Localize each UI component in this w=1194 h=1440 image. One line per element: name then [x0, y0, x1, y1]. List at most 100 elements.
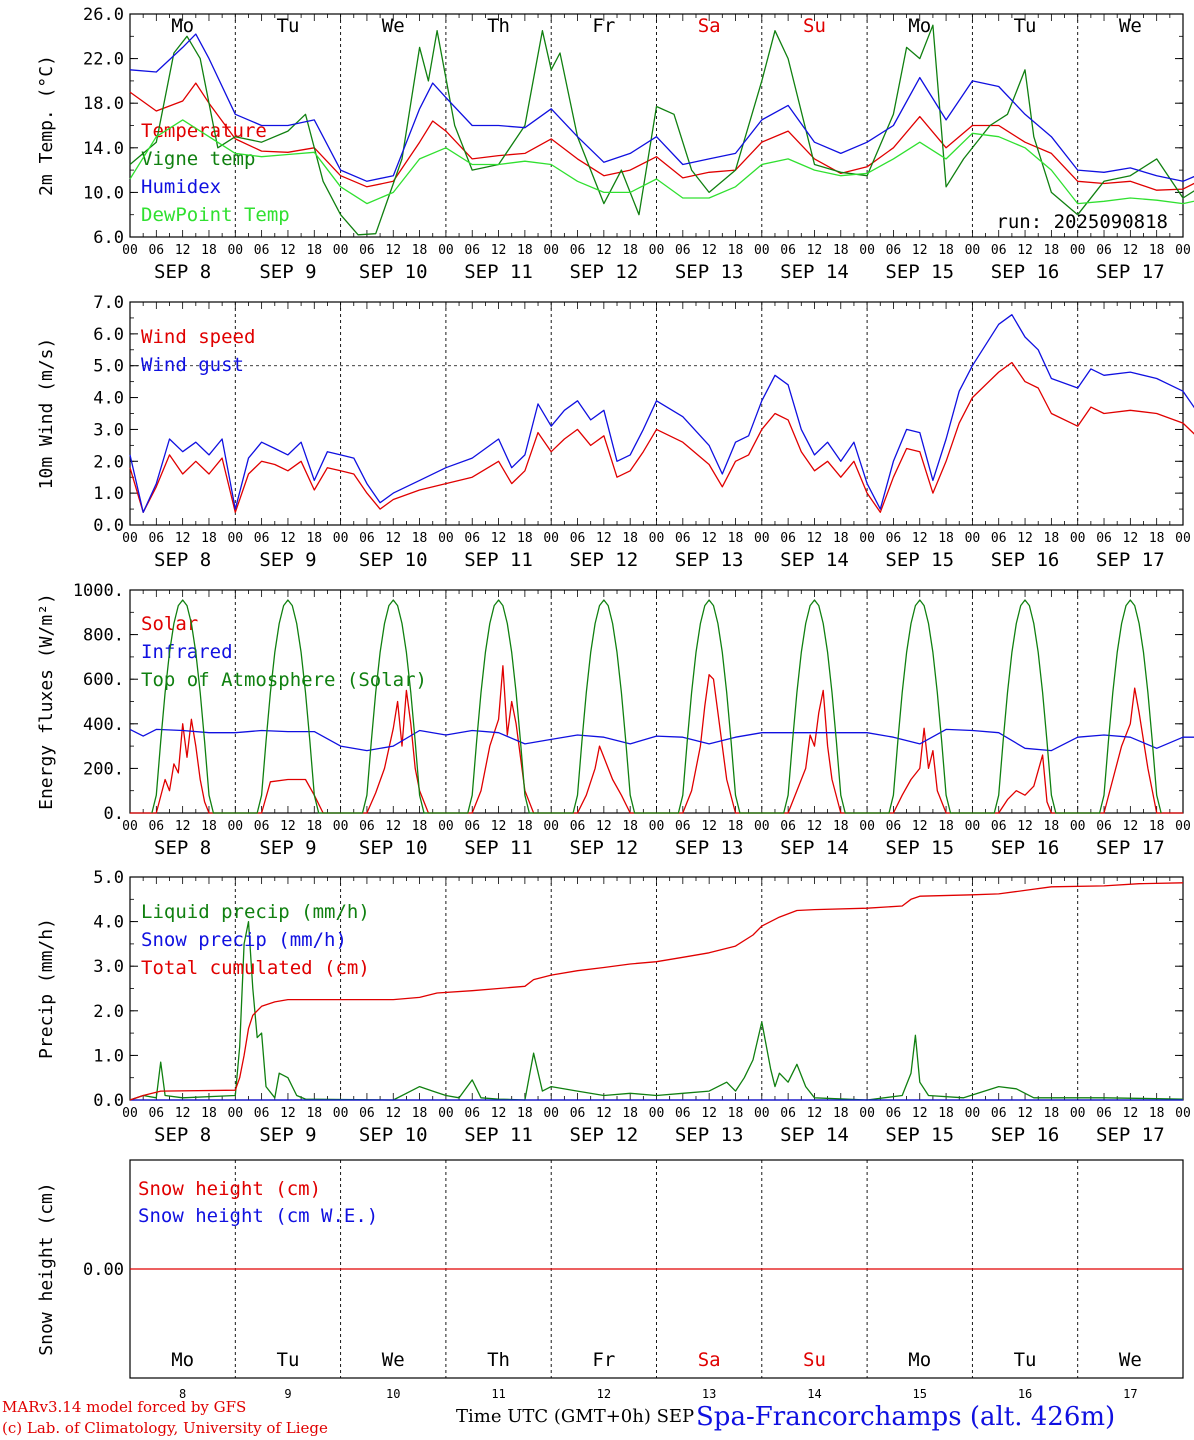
hour-tick-label: 18 — [1044, 1106, 1060, 1121]
hour-tick-label: 12 — [701, 531, 717, 546]
y-tick-label: 800. — [83, 626, 124, 646]
hour-tick-label: 00 — [965, 531, 981, 546]
y-tick-label: 1.0 — [93, 484, 124, 504]
hour-tick-label: 12 — [491, 531, 507, 546]
hour-tick-label: 06 — [1096, 531, 1112, 546]
weekday-label: Fr — [592, 15, 615, 37]
hour-tick-label: 12 — [280, 1106, 296, 1121]
hour-tick-label: 06 — [359, 1106, 375, 1121]
panel-1: 00 06 12 18 00 06 12 18 00 06 12 18 00 06 12 18 00 06 12 18… — [36, 5, 1194, 283]
hour-tick-label: 12 — [912, 1106, 928, 1121]
hour-tick-label: 12 — [1123, 1106, 1139, 1121]
legend-entry: Snow precip (mm/h) — [141, 929, 347, 951]
date-label: SEP 15 — [885, 1124, 954, 1146]
hour-tick-label: 00 — [754, 531, 770, 546]
hour-tick-label: 18 — [201, 1106, 217, 1121]
hour-tick-label: 18 — [938, 1106, 954, 1121]
legend-entry: DewPoint Temp — [141, 204, 290, 226]
weekday-label: We — [382, 1349, 405, 1371]
series-line-temperature — [129, 82, 1194, 191]
hour-tick-label: 06 — [780, 1106, 796, 1121]
y-axis-label: Precip (mm/h) — [36, 918, 57, 1059]
hour-tick-label: 06 — [464, 1106, 480, 1121]
y-tick-label: 0.0 — [93, 1091, 124, 1111]
y-tick-label: 7.0 — [93, 293, 124, 313]
hour-tick-label: 12 — [280, 243, 296, 258]
day-number-label: 13 — [702, 1387, 716, 1401]
hour-tick-label: 18 — [833, 531, 849, 546]
y-axis-label: Snow height (cm) — [36, 1182, 57, 1355]
hour-tick-label: 00 — [543, 531, 559, 546]
day-number-label: 12 — [597, 1387, 611, 1401]
hour-tick-label: 18 — [201, 243, 217, 258]
date-label: SEP 16 — [991, 1124, 1060, 1146]
hour-tick-label: 06 — [675, 243, 691, 258]
hour-tick-label: 12 — [807, 819, 823, 834]
hour-tick-label: 12 — [912, 819, 928, 834]
hour-tick-label: 06 — [991, 1106, 1007, 1121]
hour-tick-label: 18 — [833, 1106, 849, 1121]
hour-tick-label: 12 — [701, 243, 717, 258]
date-label: SEP 8 — [154, 261, 211, 283]
hour-tick-label: 18 — [938, 243, 954, 258]
hour-tick-label: 12 — [912, 243, 928, 258]
hour-tick-label: 00 — [859, 819, 875, 834]
hour-tick-label: 00 — [965, 243, 981, 258]
date-label: SEP 9 — [259, 261, 316, 283]
day-number-label: 11 — [491, 1387, 505, 1401]
hour-tick-label: 18 — [622, 531, 638, 546]
hour-tick-label: 18 — [517, 1106, 533, 1121]
y-tick-label: 0.00 — [83, 1260, 124, 1280]
hour-tick-label: 18 — [1149, 1106, 1165, 1121]
hour-tick-label: 00 — [649, 531, 665, 546]
y-tick-label: 2.0 — [93, 452, 124, 472]
series-line-infrared — [129, 728, 1194, 752]
hour-tick-label: 06 — [359, 819, 375, 834]
legend-entry: Liquid precip (mm/h) — [141, 901, 370, 923]
date-label: SEP 17 — [1096, 837, 1165, 859]
hour-tick-label: 12 — [491, 819, 507, 834]
hour-tick-label: 18 — [1149, 531, 1165, 546]
hour-tick-label: 18 — [412, 243, 428, 258]
hour-tick-label: 18 — [622, 243, 638, 258]
date-label: SEP 8 — [154, 549, 211, 571]
hour-tick-label: 00 — [438, 1106, 454, 1121]
hour-tick-label: 18 — [1044, 243, 1060, 258]
weekday-label: Su — [803, 1349, 826, 1371]
date-label: SEP 13 — [675, 261, 744, 283]
hour-tick-label: 00 — [754, 1106, 770, 1121]
y-tick-label: 4.0 — [93, 389, 124, 409]
y-tick-label: 3.0 — [93, 957, 124, 977]
y-tick-label: 6.0 — [93, 325, 124, 345]
y-tick-label: 400. — [83, 715, 124, 735]
hour-tick-label: 12 — [701, 819, 717, 834]
hour-tick-label: 06 — [886, 819, 902, 834]
day-number-label: 9 — [284, 1387, 291, 1401]
weekday-label: We — [1119, 15, 1142, 37]
hour-tick-label: 00 — [333, 819, 349, 834]
weekday-label: Th — [487, 15, 510, 37]
series-line-vigne-temp — [129, 24, 1194, 236]
series-line-humidex — [129, 33, 1194, 182]
date-label: SEP 13 — [675, 1124, 744, 1146]
y-tick-label: 10.0 — [83, 183, 124, 203]
hour-tick-label: 18 — [517, 243, 533, 258]
hour-tick-label: 18 — [517, 531, 533, 546]
hour-tick-label: 06 — [991, 531, 1007, 546]
weekday-label: Mo — [908, 15, 931, 37]
hour-tick-label: 06 — [148, 531, 164, 546]
date-label: SEP 14 — [780, 261, 849, 283]
hour-tick-label: 06 — [359, 531, 375, 546]
date-label: SEP 16 — [991, 261, 1060, 283]
hour-tick-label: 06 — [359, 243, 375, 258]
date-label: SEP 10 — [359, 837, 428, 859]
hour-tick-label: 00 — [649, 819, 665, 834]
y-axis-label: Energy fluxes (W/m²) — [36, 593, 57, 810]
y-tick-label: 18.0 — [83, 94, 124, 114]
hour-tick-label: 18 — [1044, 819, 1060, 834]
legend-entry: Top of Atmosphere (Solar) — [141, 669, 427, 691]
series-line-dewpoint-temp — [129, 119, 1194, 205]
date-label: SEP 17 — [1096, 1124, 1165, 1146]
hour-tick-label: 00 — [122, 531, 138, 546]
hour-tick-label: 12 — [1123, 531, 1139, 546]
